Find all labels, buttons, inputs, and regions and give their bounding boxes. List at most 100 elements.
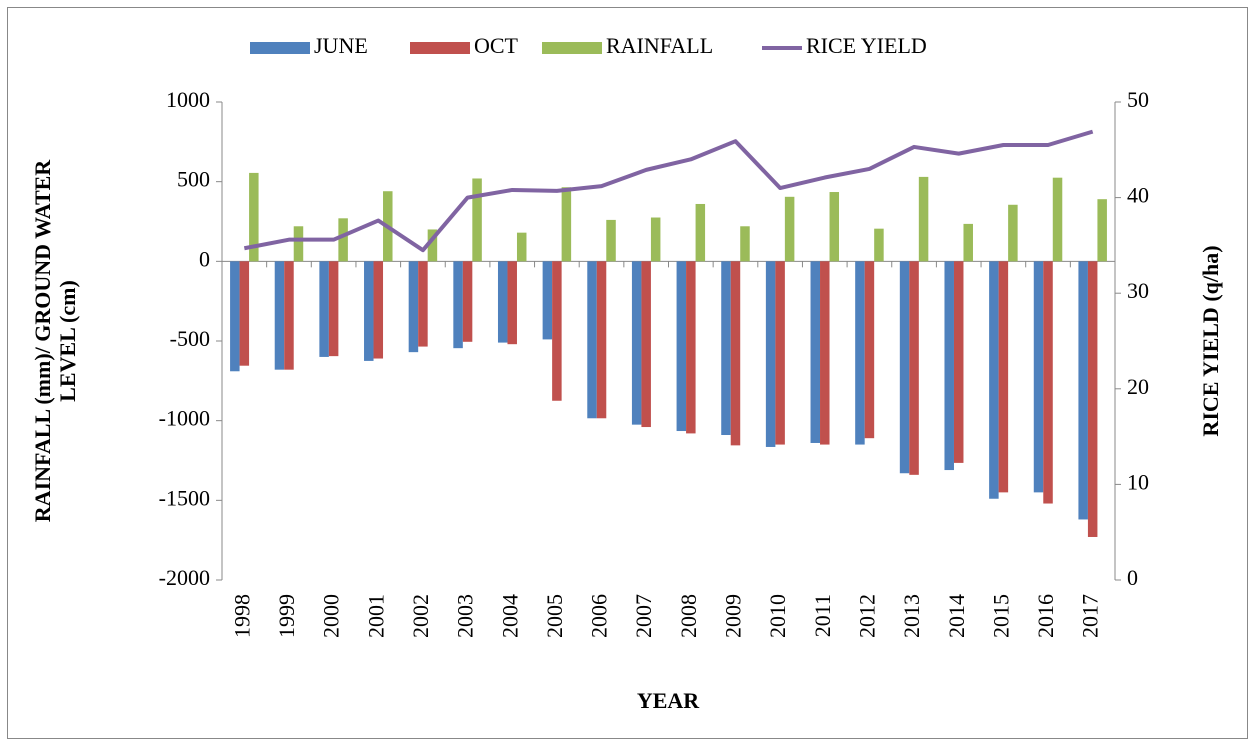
- x-tick-label: 2015: [988, 594, 1013, 638]
- bar: [427, 229, 438, 262]
- y2-tick-label: 20: [1127, 374, 1149, 399]
- bar: [631, 261, 642, 425]
- bar: [507, 261, 517, 345]
- bar: [944, 261, 954, 471]
- bar: [596, 261, 607, 419]
- x-tick-label: 2007: [631, 594, 656, 638]
- y-tick-label: -500: [170, 326, 210, 351]
- bar: [1097, 199, 1107, 262]
- bar: [1033, 261, 1044, 493]
- bar: [730, 261, 741, 446]
- bar: [695, 203, 706, 262]
- bar: [587, 261, 597, 419]
- line-series: [243, 129, 1094, 253]
- legend-swatch: [410, 42, 470, 54]
- y-tick-label: 0: [199, 246, 210, 271]
- x-tick-label: 2011: [810, 594, 835, 637]
- bar: [899, 261, 910, 474]
- bar: [364, 261, 374, 361]
- bar: [418, 261, 428, 347]
- bar: [239, 261, 250, 366]
- bar: [542, 261, 553, 340]
- bar: [721, 261, 731, 436]
- x-tick-label: 2005: [542, 594, 567, 638]
- y-tick-label: 1000: [166, 87, 210, 112]
- bar: [998, 261, 1009, 493]
- bar: [650, 217, 661, 262]
- x-tick-label: 2006: [587, 594, 612, 638]
- bar: [453, 261, 463, 349]
- bar: [810, 261, 821, 443]
- y2-axis-title: RICE YIELD (q/ha): [1198, 245, 1223, 436]
- bar: [373, 261, 384, 359]
- y2-tick-label: 40: [1127, 183, 1149, 208]
- y2-tick-label: 30: [1127, 278, 1149, 303]
- x-tick-label: 1999: [274, 594, 299, 638]
- legend-label: RAINFALL: [606, 33, 713, 58]
- bar: [497, 261, 508, 343]
- bar: [249, 172, 259, 262]
- x-tick-label: 2010: [765, 594, 790, 638]
- bar: [909, 261, 919, 475]
- y-tick-label: -1500: [159, 485, 210, 510]
- bar: [1087, 261, 1098, 537]
- y-axis-title: LEVEL (cm): [55, 280, 80, 402]
- bar: [953, 261, 964, 463]
- x-axis-title: YEAR: [637, 688, 700, 713]
- bar: [918, 176, 929, 262]
- bar: [784, 196, 795, 262]
- x-tick-label: 2013: [899, 594, 924, 638]
- y2-tick-label: 50: [1127, 87, 1149, 112]
- bar: [606, 219, 616, 262]
- bar: [230, 261, 240, 372]
- bar: [765, 261, 776, 447]
- bar: [462, 261, 473, 342]
- x-tick-label: 2009: [721, 594, 746, 638]
- bar: [516, 232, 527, 262]
- bar: [641, 261, 651, 428]
- legend-swatch: [250, 42, 310, 54]
- legend-label: RICE YIELD: [806, 33, 927, 58]
- bar: [820, 261, 830, 445]
- bar: [989, 261, 999, 499]
- bar: [561, 187, 572, 262]
- bar: [293, 226, 304, 262]
- bar: [1008, 204, 1018, 262]
- y-tick-label: 500: [177, 167, 210, 192]
- x-tick-label: 2003: [453, 594, 478, 638]
- x-tick-label: 2004: [497, 594, 522, 638]
- bar: [274, 261, 285, 370]
- x-tick-label: 1998: [229, 594, 254, 638]
- x-tick-label: 2008: [676, 594, 701, 638]
- bar: [408, 261, 419, 353]
- x-tick-label: 2012: [854, 594, 879, 638]
- bar: [874, 228, 884, 262]
- bar: [676, 261, 687, 432]
- bar: [1052, 177, 1063, 262]
- legend-swatch: [542, 42, 602, 54]
- y2-tick-label: 10: [1127, 469, 1149, 494]
- legend-label: JUNE: [314, 33, 368, 58]
- bar: [552, 261, 562, 401]
- bar: [328, 261, 339, 357]
- bar: [829, 192, 840, 262]
- x-tick-label: 2016: [1033, 594, 1058, 638]
- x-tick-label: 2014: [944, 594, 969, 638]
- x-tick-label: 2000: [319, 594, 344, 638]
- bar: [963, 223, 973, 262]
- bar: [1043, 261, 1053, 504]
- bar: [740, 226, 750, 262]
- x-tick-label: 2002: [408, 594, 433, 638]
- bar: [1078, 261, 1088, 520]
- bar: [319, 261, 329, 357]
- bar: [686, 261, 696, 434]
- y-tick-label: -1000: [159, 406, 210, 431]
- bar: [855, 261, 865, 445]
- legend-label: OCT: [474, 33, 519, 58]
- x-tick-label: 2001: [363, 594, 388, 638]
- chart-frame: [7, 7, 1248, 739]
- bar: [472, 178, 482, 262]
- bar: [775, 261, 785, 445]
- bar: [284, 261, 294, 370]
